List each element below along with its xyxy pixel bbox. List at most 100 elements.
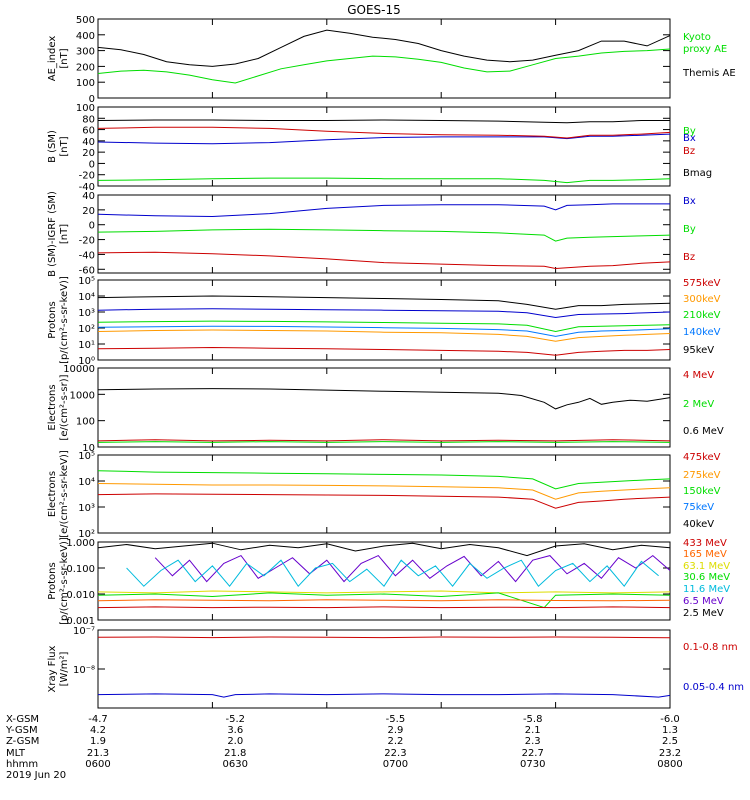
x-row-value: 3.6: [227, 725, 243, 736]
legend-entry: proxy AE: [683, 44, 727, 55]
y-tick-label: 10⁰: [78, 356, 95, 367]
series-line: [97, 126, 671, 139]
legend-entry: 75keV: [683, 502, 714, 513]
y-axis-label: AE_index: [47, 36, 58, 82]
x-row-value: 2.1: [525, 725, 541, 736]
y-axis-label: [nT]: [59, 48, 70, 68]
panel-frame: [97, 541, 671, 621]
y-tick-label: 100: [76, 78, 95, 89]
panel-7: 0.001 0.010 0.100 1.000 Protons [p/(cm²-s-sr-…: [47, 537, 730, 627]
x-row-value: -5.2: [226, 714, 246, 725]
legend-entry: Bz: [683, 252, 695, 263]
x-row-value: 2.5: [662, 736, 678, 747]
y-tick-label: 300: [76, 47, 95, 58]
y-tick-label: 10⁵: [78, 451, 95, 462]
series-line: [97, 542, 671, 557]
legend-entry: 40keV: [683, 519, 714, 530]
legend-entry: 433 MeV: [683, 538, 727, 549]
y-tick-label: 0.100: [66, 564, 95, 575]
series-line: [97, 599, 671, 602]
legend-entry: By: [683, 224, 696, 235]
series-line: [97, 590, 671, 594]
y-axis-label: [p/(cm²-s-sr-keV)]: [59, 276, 70, 364]
y-tick-label: 10³: [78, 503, 95, 514]
panel-frame: [97, 106, 671, 187]
y-tick-label: 100: [76, 103, 95, 114]
series-line: [154, 554, 671, 583]
y-tick-label: -40: [79, 182, 95, 193]
panel-frame: [97, 279, 671, 361]
series-line: [97, 439, 671, 442]
y-axis-label: [e/(cm²-s-sr)]: [59, 374, 70, 440]
legend-entry: 150keV: [683, 486, 721, 497]
series-line: [97, 483, 671, 500]
y-axis-label: Xray Flux: [47, 645, 58, 692]
y-axis-label: [e/(cm²-s-sr-keV)]: [59, 450, 70, 538]
date-label: 2019 Jun 20: [6, 770, 66, 781]
series-line: [97, 636, 671, 639]
legend-entry: Bx: [683, 196, 696, 207]
x-row-value: 0800: [657, 759, 682, 770]
y-axis-label: Electrons: [47, 471, 58, 517]
series-line: [97, 133, 671, 145]
series-line: [97, 29, 671, 67]
panel-3: -60 -40 -20 0 20 40 B (SM)-IGRF (SM) [nT] Bx By Bz: [47, 191, 696, 277]
legend-entry: 475keV: [683, 452, 721, 463]
panel-frame: [97, 629, 671, 709]
x-row-value: 22.7: [522, 748, 544, 759]
x-row-value: 1.9: [90, 736, 106, 747]
legend-entry: 30.6 MeV: [683, 572, 730, 583]
x-row-value: 2.2: [387, 736, 403, 747]
series-line: [97, 295, 671, 310]
x-row-label: Z-GSM: [6, 736, 39, 747]
x-row-label: hhmm: [6, 759, 38, 770]
series-line: [97, 388, 671, 410]
legend-entry: 575keV: [683, 278, 721, 289]
x-row-value: 0600: [85, 759, 110, 770]
series-line: [97, 346, 671, 356]
series-line: [97, 308, 671, 319]
y-axis-label: [W/m²]: [59, 651, 70, 686]
y-axis-label: Protons: [47, 301, 58, 338]
legend-entry: 2 MeV: [683, 399, 714, 410]
x-row-value: 2.3: [525, 736, 541, 747]
legend-entry: 140keV: [683, 327, 721, 338]
x-row-value: 2.0: [227, 736, 243, 747]
x-row-value: -5.5: [386, 714, 406, 725]
y-tick-label: 60: [82, 126, 95, 137]
series-line: [97, 325, 671, 337]
x-row-value: 4.2: [90, 725, 106, 736]
y-axis-label: [p/(cm²-s-sr-keV)]: [59, 537, 70, 625]
y-tick-label: 10²: [78, 324, 95, 335]
panel-8: 10⁻⁸ 10⁻⁷ Xray Flux [W/m²] 0.1-0.8 nm 0.05-0.…: [47, 626, 744, 709]
legend-entry: 95keV: [683, 345, 714, 356]
legend-entry: Bx: [683, 133, 696, 144]
y-tick-label: 10⁵: [78, 276, 95, 287]
y-axis-label: B (SM): [47, 130, 58, 163]
panel-4: 10⁰ 10¹ 10² 10³ 10⁴ 10⁵ Protons [p/(cm²-s-sr-ke…: [47, 276, 721, 367]
series-line: [97, 329, 671, 342]
y-tick-label: -20: [79, 171, 95, 182]
y-tick-label: 200: [76, 62, 95, 73]
x-row-value: 2.9: [387, 725, 403, 736]
legend-entry: 2.5 MeV: [683, 608, 724, 619]
legend-entry: 0.1-0.8 nm: [683, 642, 738, 653]
y-tick-label: 10⁴: [78, 477, 95, 488]
legend-entry: 11.6 MeV: [683, 584, 730, 595]
y-tick-label: 10²: [78, 529, 95, 540]
x-row-value: -6.0: [660, 714, 680, 725]
panel-frame: [97, 454, 671, 534]
y-tick-label: 400: [76, 31, 95, 42]
y-tick-label: 0: [89, 221, 95, 232]
y-tick-label: 40: [82, 137, 95, 148]
legend-entry: 210keV: [683, 310, 721, 321]
panel-frame: [97, 194, 671, 274]
panel-5: 10 100 1000 10000 Electrons [e/(cm²-s-sr)] 4 M…: [47, 364, 724, 454]
legend-entry: 0.6 MeV: [683, 426, 724, 437]
series-line: [97, 470, 671, 490]
series-line: [97, 693, 671, 698]
y-tick-label: 1.000: [66, 538, 95, 549]
